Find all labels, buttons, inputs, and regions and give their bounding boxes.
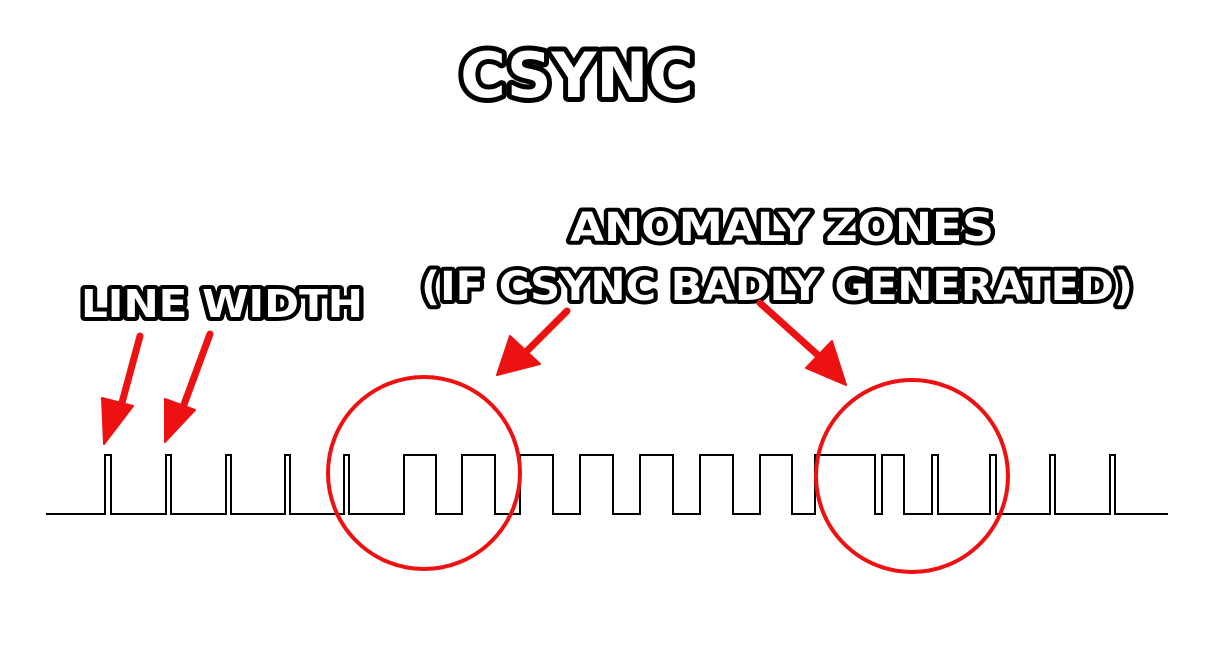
arrow-icon	[496, 307, 571, 376]
line-width-label: LINE WIDTH	[81, 282, 363, 326]
diagram-title: CSYNC	[460, 39, 694, 112]
csync-waveform	[46, 454, 1168, 515]
arrow-icon	[164, 330, 214, 443]
arrow-icon	[756, 299, 847, 386]
anomaly-zone-circle-left	[326, 375, 522, 571]
anomaly-zones-sublabel: (IF CSYNC BADLY GENERATED)	[421, 264, 1133, 310]
anomaly-zones-label: ANOMALY ZONES	[570, 205, 994, 251]
arrow-icon	[101, 332, 144, 445]
anomaly-zone-circle-right	[814, 378, 1010, 574]
